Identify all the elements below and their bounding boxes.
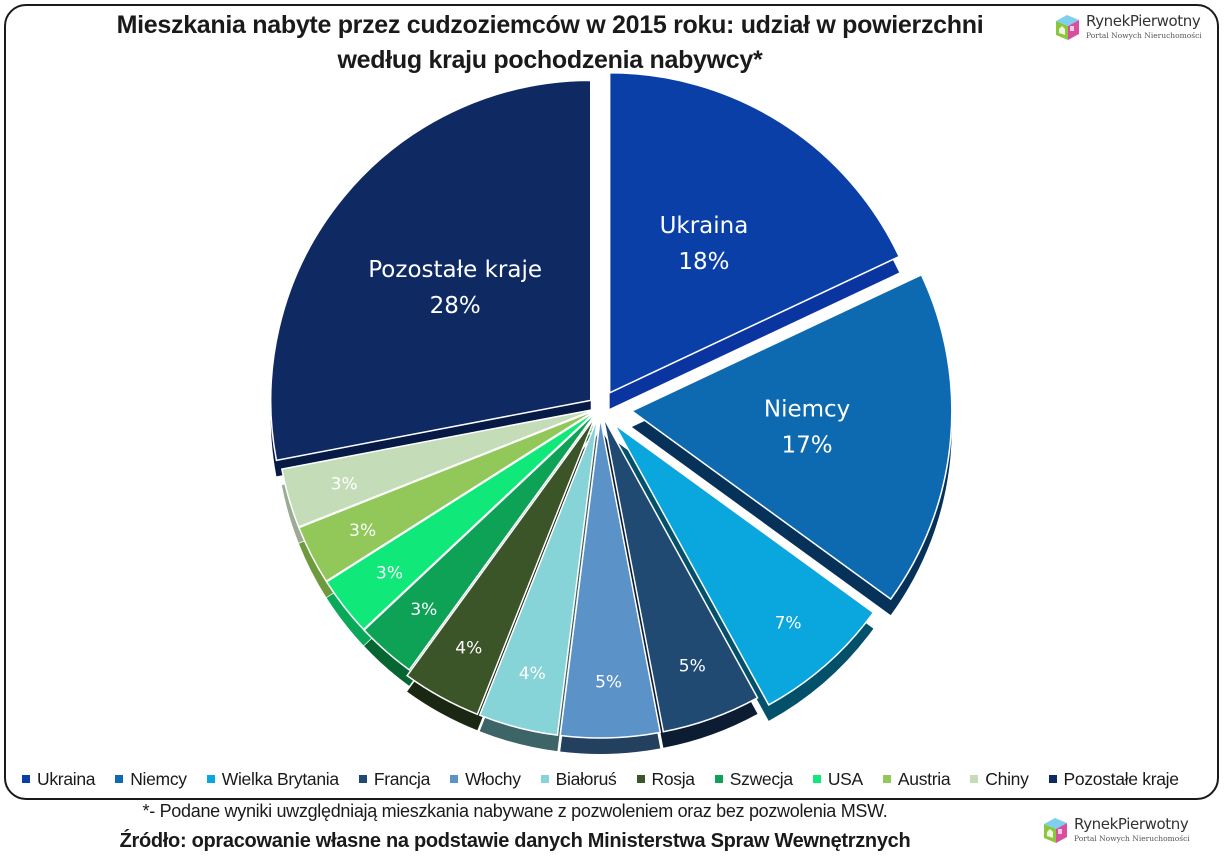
- rynekpierwotny-logo-top: RynekPierwotny Portal Nowych Nieruchomoś…: [1052, 12, 1202, 42]
- source-note: Źródło: opracowanie własne na podstawie …: [119, 830, 911, 852]
- legend-label: USA: [827, 768, 863, 789]
- pie-slice-ukraina[interactable]: [608, 72, 901, 394]
- legend-swatch: [115, 775, 124, 783]
- legend-label: Chiny: [985, 768, 1029, 789]
- legend-item: Francja: [358, 768, 431, 790]
- legend-item: Austria: [882, 768, 951, 790]
- pie-slice-włochy[interactable]: [559, 417, 662, 739]
- pie-slice-szwecja[interactable]: [363, 410, 598, 671]
- legend-item: Rosja: [636, 768, 696, 790]
- pie-slice-chiny[interactable]: [280, 408, 597, 528]
- pie-slice-pozostałe-kraje[interactable]: [270, 79, 592, 462]
- pie-slice-usa[interactable]: [325, 409, 598, 631]
- pie-slice-niemcy[interactable]: [630, 273, 953, 601]
- logo-name: RynekPierwotny: [1074, 815, 1189, 834]
- legend-label: Wielka Brytania: [221, 768, 339, 789]
- chart-title: Mieszkania nabyte przez cudzoziemców w 2…: [40, 8, 1060, 78]
- legend-label: Francja: [373, 768, 431, 789]
- legend-swatch: [450, 775, 459, 783]
- legend-item: Pozostałe kraje: [1048, 768, 1179, 790]
- pie-slice-austria[interactable]: [297, 409, 597, 583]
- legend-item: Ukraina: [22, 768, 96, 790]
- legend-item: Włochy: [450, 769, 521, 790]
- legend-swatch: [1048, 775, 1057, 783]
- legend-label: Białoruś: [555, 768, 617, 789]
- pie-slice-wielka-brytania[interactable]: [613, 423, 875, 706]
- logo-name: RynekPierwotny: [1086, 12, 1201, 31]
- legend-item: Białoruś: [540, 768, 617, 790]
- legend-swatch: [636, 775, 645, 783]
- legend-swatch: [22, 775, 30, 783]
- legend-label: Szwecja: [729, 768, 793, 789]
- legend-swatch: [358, 775, 367, 783]
- legend-label: Włochy: [465, 768, 521, 789]
- legend-swatch: [970, 775, 979, 783]
- legend-swatch: [882, 775, 891, 783]
- legend-item: USA: [812, 768, 863, 790]
- legend-swatch: [540, 775, 549, 783]
- chart-title-line-1: Mieszkania nabyte przez cudzoziemców w 2…: [116, 11, 984, 39]
- legend-item: Chiny: [970, 768, 1029, 790]
- legend-label: Ukraina: [37, 768, 96, 789]
- house-cube-icon: [1056, 15, 1079, 40]
- pie-slice-rosja[interactable]: [406, 416, 596, 716]
- legend-item: Szwecja: [714, 768, 793, 790]
- legend-swatch: [812, 775, 821, 783]
- legend-item: Niemcy: [115, 769, 187, 790]
- pie-slice-białoruś[interactable]: [478, 417, 599, 737]
- legend-label: Niemcy: [130, 768, 187, 789]
- legend-label: Rosja: [651, 768, 696, 789]
- chart-legend: Ukraina Niemcy Wielka Brytania Francja Włoch…: [22, 766, 1217, 792]
- rynekpierwotny-logo-bottom: RynekPierwotny Portal Nowych Nieruchomoś…: [1040, 815, 1190, 845]
- legend-label: Austria: [897, 768, 951, 789]
- legend-item: Wielka Brytania: [206, 768, 339, 790]
- legend-swatch: [206, 775, 215, 783]
- house-cube-icon: [1044, 818, 1067, 843]
- legend-swatch: [714, 775, 723, 783]
- chart-title-line-2: według kraju pochodzenia nabywcy*: [337, 46, 763, 74]
- footnote: *- Podane wyniki uwzględniają mieszkania…: [142, 801, 888, 821]
- logo-tagline: Portal Nowych Nieruchomości: [1086, 31, 1202, 41]
- pie-slice-francja[interactable]: [602, 417, 759, 733]
- logo-tagline: Portal Nowych Nieruchomości: [1074, 834, 1190, 844]
- legend-label: Pozostałe kraje: [1063, 768, 1179, 789]
